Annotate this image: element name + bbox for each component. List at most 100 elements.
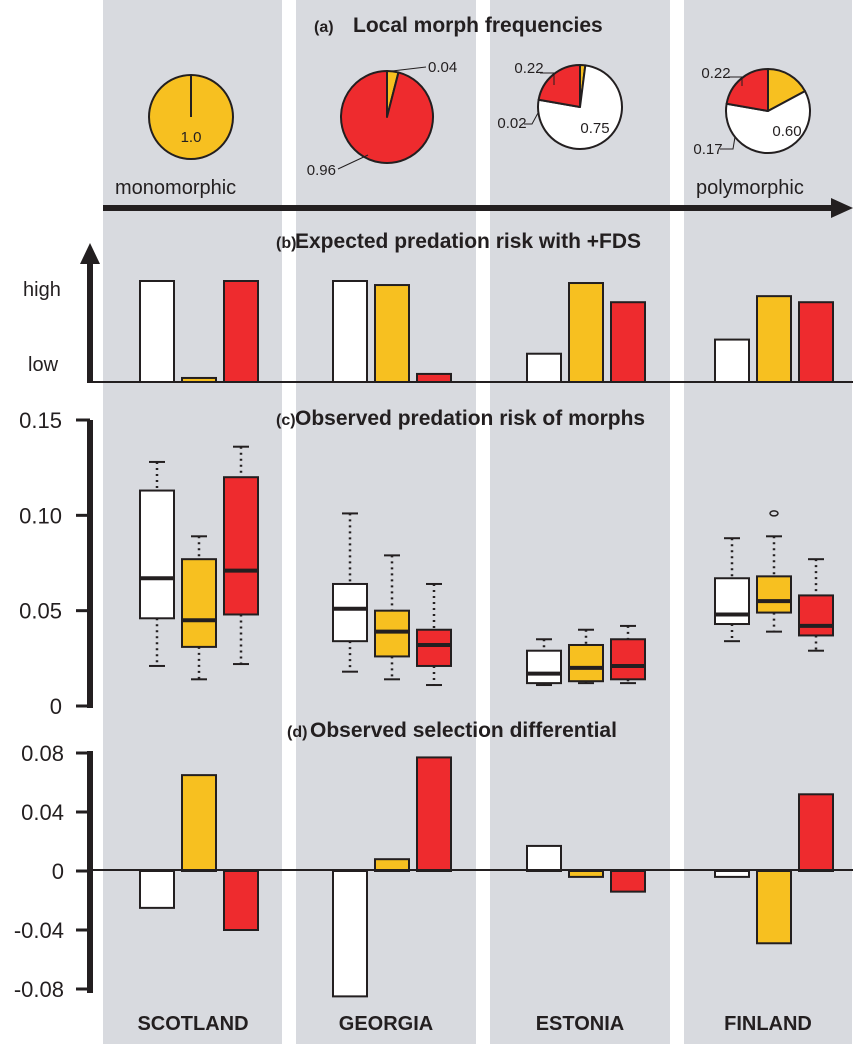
bar-b-georgia-white	[332, 280, 368, 383]
pie-label-white: 0.75	[580, 120, 609, 137]
box-c-georgia-yellow	[374, 554, 410, 681]
box-body	[139, 489, 175, 620]
pie-georgia: 0.04 0.96	[307, 59, 457, 179]
bar-b-estonia-white	[526, 352, 562, 384]
panel-b-letter: (b)	[276, 235, 296, 252]
bar-d-estonia-red	[610, 870, 646, 893]
box-c-estonia-red	[610, 624, 646, 685]
observed-risk-boxplots	[139, 445, 834, 687]
panel-d-ticks: -0.08 -0.04 0 0.04 0.08	[14, 741, 90, 1002]
box-body	[610, 638, 646, 681]
y-high-label: high	[23, 279, 61, 301]
bar-b-georgia-red	[416, 372, 452, 384]
pie-label-yellow: 1.0	[181, 129, 202, 146]
bar-d-scotland-yellow	[181, 774, 217, 872]
bar-b-estonia-yellow	[568, 282, 604, 383]
panel-a: (a) Local morph frequencies 1.00.040.960…	[103, 14, 853, 218]
country-labels: SCOTLAND GEORGIA ESTONIA FINLAND	[137, 1013, 811, 1035]
pie-estonia: 0.22 0.02 0.75	[497, 60, 623, 150]
bar-d-finland-red	[798, 793, 834, 872]
box-body	[714, 577, 750, 626]
country-label-estonia: ESTONIA	[536, 1013, 625, 1035]
tick-label-d: -0.08	[14, 977, 64, 1002]
panel-d-letter: (d)	[287, 724, 307, 741]
bar-b-finland-yellow	[756, 295, 792, 383]
bar-b-scotland-white	[139, 280, 175, 383]
panel-d-title: Observed selection differential	[310, 719, 617, 742]
pie-label-red: 0.96	[307, 162, 336, 179]
pie-leader-yellow	[391, 66, 427, 72]
box-body	[568, 643, 604, 683]
pie-charts: 1.0 0.04 0.96 0.22 0.02 0.75 0.22 0.17 0.60	[148, 59, 811, 179]
box-c-georgia-red	[416, 582, 452, 687]
box-body	[526, 649, 562, 685]
gradient-arrow-head	[831, 198, 853, 218]
country-label-scotland: SCOTLAND	[137, 1013, 248, 1035]
tick-label-c: 0.10	[19, 503, 62, 528]
pie-finland: 0.22 0.17 0.60	[693, 65, 811, 158]
tick-label-c: 0.15	[19, 408, 62, 433]
pie-label-red: 0.22	[701, 65, 730, 82]
box-body	[756, 575, 792, 614]
tick-label-d: 0.04	[21, 800, 64, 825]
box-c-estonia-white	[526, 638, 562, 687]
box-c-finland-white	[714, 537, 750, 643]
pie-slice-white	[725, 90, 811, 154]
bar-d-finland-white	[714, 870, 750, 878]
pie-leader-yellow	[720, 136, 736, 150]
bar-d-scotland-white	[139, 870, 175, 909]
pie-scotland: 1.0	[148, 74, 234, 160]
polymorphic-label: polymorphic	[696, 177, 804, 199]
box-c-finland-red	[798, 558, 834, 652]
bar-d-estonia-white	[526, 844, 562, 872]
bar-d-finland-yellow	[756, 870, 792, 945]
panel-a-letter: (a)	[314, 19, 334, 36]
panel-c-letter: (c)	[276, 412, 296, 429]
country-label-finland: FINLAND	[724, 1013, 812, 1035]
pie-label-yellow: 0.02	[497, 115, 526, 132]
pie-label-yellow: 0.04	[428, 59, 457, 76]
box-body	[332, 582, 368, 643]
bar-b-georgia-yellow	[374, 284, 410, 384]
monomorphic-label: monomorphic	[115, 177, 236, 199]
box-c-georgia-white	[332, 512, 368, 673]
country-columns	[103, 0, 852, 1044]
bar-d-scotland-red	[223, 870, 259, 931]
box-c-scotland-red	[223, 445, 259, 666]
pie-label-white: 0.60	[772, 123, 801, 140]
panel-c-title: Observed predation risk of morphs	[295, 407, 645, 430]
tick-label-d: -0.04	[14, 918, 64, 943]
box-c-scotland-yellow	[181, 535, 217, 681]
tick-label-d: 0	[52, 859, 64, 884]
pie-slice-red	[340, 70, 434, 164]
box-outlier	[769, 510, 779, 517]
pie-label-red: 0.22	[514, 60, 543, 77]
box-body	[181, 558, 217, 648]
country-label-georgia: GEORGIA	[339, 1013, 433, 1035]
panel-a-title: Local morph frequencies	[353, 14, 603, 37]
bar-d-georgia-red	[416, 756, 452, 872]
box-body	[798, 594, 834, 637]
panel-c-ticks: 0 0.05 0.10 0.15	[19, 408, 90, 719]
y-low-label: low	[28, 354, 59, 376]
bar-b-finland-white	[714, 338, 750, 383]
box-c-finland-yellow	[756, 510, 792, 633]
bar-b-finland-red	[798, 301, 834, 383]
panel-b-title: Expected predation risk with +FDS	[295, 230, 641, 253]
box-body	[416, 628, 452, 667]
bar-d-georgia-white	[332, 870, 368, 998]
pie-leader-yellow	[524, 112, 539, 125]
panel-d: (d) Observed selection differential -0.0…	[14, 719, 853, 1002]
pie-label-yellow: 0.17	[693, 141, 722, 158]
pie-leader-red	[728, 76, 743, 86]
panel-b: (b) Expected predation risk with +FDS hi…	[23, 230, 853, 384]
pie-slice-red	[725, 68, 769, 112]
pie-leader-red	[337, 154, 369, 170]
box-body	[223, 476, 259, 616]
tick-label-d: 0.08	[21, 741, 64, 766]
bar-d-estonia-yellow	[568, 870, 604, 878]
tick-label-c: 0.05	[19, 599, 62, 624]
pie-slice-red	[537, 64, 581, 108]
bar-b-estonia-red	[610, 301, 646, 383]
